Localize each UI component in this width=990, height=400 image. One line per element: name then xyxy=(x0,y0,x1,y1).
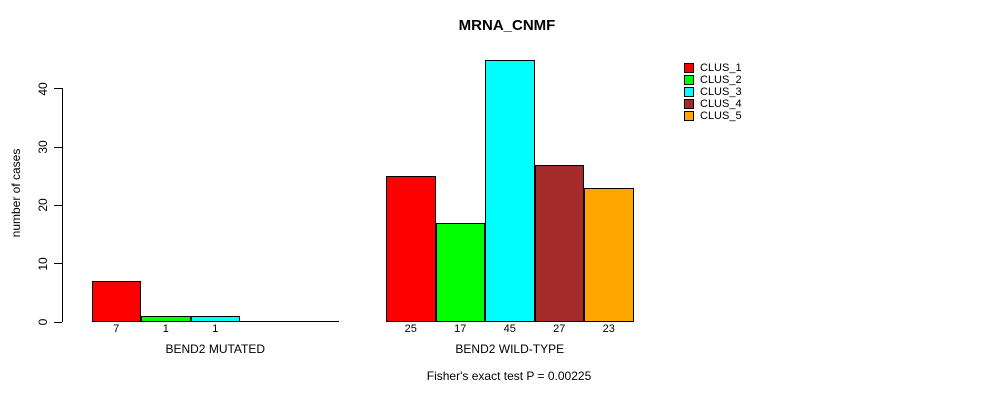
y-axis-line xyxy=(62,88,63,322)
y-tick-mark xyxy=(54,263,62,265)
bar-clus_4 xyxy=(534,165,584,322)
y-axis-label: number of cases xyxy=(9,148,23,238)
legend-label-clus_4: CLUS_4 xyxy=(700,98,742,110)
y-tick-mark xyxy=(54,321,62,323)
bar-value-label: 7 xyxy=(113,323,120,335)
bar-value-label: 45 xyxy=(503,323,516,335)
y-tick-label: 30 xyxy=(36,140,50,154)
y-tick-mark xyxy=(54,204,62,206)
group-label: BEND2 MUTATED xyxy=(165,342,266,356)
bar-clus_2 xyxy=(141,316,191,322)
bar-value-label: 27 xyxy=(553,323,566,335)
bar-value-label: 25 xyxy=(404,323,417,335)
bar-clus_5-zero xyxy=(289,321,339,322)
bar-clus_3 xyxy=(190,316,240,322)
legend-label-clus_2: CLUS_2 xyxy=(700,74,742,86)
legend-swatch-clus_3 xyxy=(684,87,694,97)
y-tick-label: 20 xyxy=(36,198,50,213)
y-tick-label: 10 xyxy=(36,257,50,271)
bar-clus_4-zero xyxy=(240,321,290,322)
bar-clus_2 xyxy=(435,223,485,322)
y-tick-label: 40 xyxy=(36,82,50,96)
y-tick-label: 0 xyxy=(36,318,50,326)
bar-clus_3 xyxy=(485,60,535,322)
bar-value-label: 1 xyxy=(162,323,169,335)
y-tick-mark xyxy=(54,88,62,90)
legend-label-clus_5: CLUS_5 xyxy=(700,110,742,122)
group-label: BEND2 WILD-TYPE xyxy=(455,342,565,356)
legend-swatch-clus_5 xyxy=(684,111,694,121)
legend-swatch-clus_2 xyxy=(684,75,694,85)
bar-value-label: 1 xyxy=(212,323,219,335)
chart-title: MRNA_CNMF xyxy=(458,17,556,34)
legend-swatch-clus_4 xyxy=(684,99,694,109)
legend-label-clus_3: CLUS_3 xyxy=(700,86,742,98)
bar-clus_1 xyxy=(91,281,141,322)
y-tick-mark xyxy=(54,146,62,148)
bar-value-label: 23 xyxy=(602,323,615,335)
bar-clus_1 xyxy=(386,176,436,322)
legend-swatch-clus_1 xyxy=(684,63,694,73)
stat-annotation: Fisher's exact test P = 0.00225 xyxy=(426,369,592,383)
bar-clus_5 xyxy=(584,188,634,322)
legend-label-clus_1: CLUS_1 xyxy=(700,62,742,74)
bar-value-label: 17 xyxy=(454,323,467,335)
